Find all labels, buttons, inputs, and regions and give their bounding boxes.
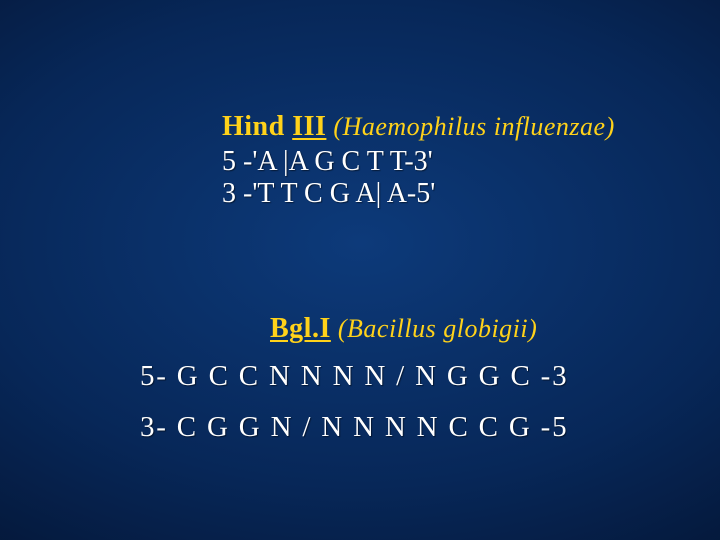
enzyme2-title-line: Bgl.I (Bacillus globigii) <box>270 310 568 348</box>
enzyme1-seq-top: 5 -'A |A G C T T-3' <box>222 146 615 178</box>
enzyme2-organism: (Bacillus globigii) <box>331 314 537 343</box>
enzyme1-name-part2: III <box>292 111 326 142</box>
enzyme1-block: Hind III (Haemophilus influenzae) 5 -'A … <box>222 108 615 210</box>
enzyme2-block: Bgl.I (Bacillus globigii) 5- G C C N N N… <box>140 310 568 462</box>
enzyme1-name: Hind III <box>222 111 326 142</box>
enzyme2-seq-bottom: 3- C G G N / N N N N C C G -5 <box>140 411 568 444</box>
slide-container: Hind III (Haemophilus influenzae) 5 -'A … <box>0 0 720 540</box>
enzyme1-title-line: Hind III (Haemophilus influenzae) <box>222 108 615 146</box>
enzyme1-seq-bottom: 3 -'T T C G A| A-5' <box>222 178 615 210</box>
enzyme1-organism: (Haemophilus influenzae) <box>326 112 614 141</box>
enzyme2-name: Bgl.I <box>270 313 331 344</box>
enzyme2-seq-top: 5- G C C N N N N / N G G C -3 <box>140 360 568 393</box>
enzyme1-name-part1: Hind <box>222 111 292 142</box>
